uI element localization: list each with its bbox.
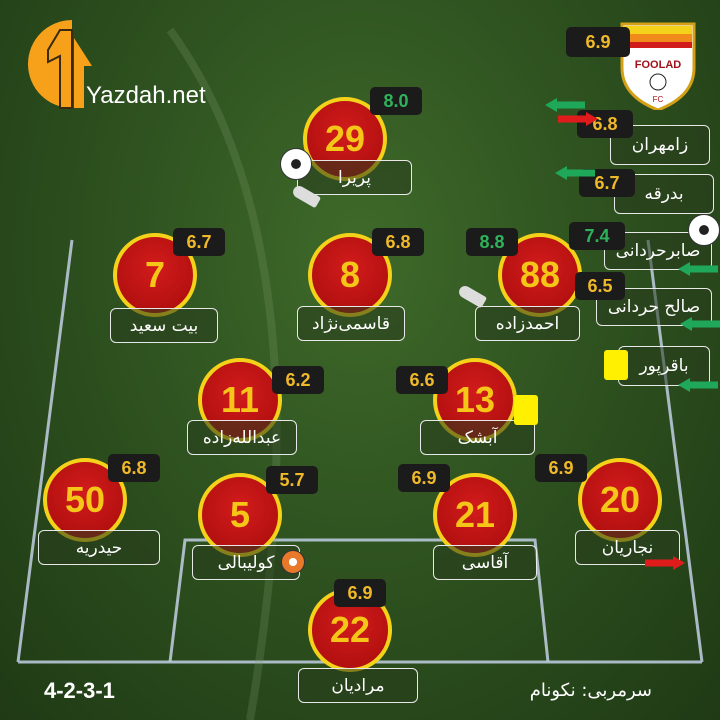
player-name: پریرا: [297, 160, 412, 195]
player-rating: 8.0: [370, 87, 422, 115]
player-rating: 6.7: [173, 228, 225, 256]
foolad-crest-icon: FOOLAD FC: [620, 22, 696, 112]
sub-rating: 6.8: [577, 110, 633, 138]
formation: 4-2-3-1: [44, 678, 115, 703]
sub-rating: 7.4: [569, 222, 625, 250]
player-rating: 6.9: [398, 464, 450, 492]
sub-on-arrow-icon: [555, 166, 595, 180]
sub-off-arrow-icon: [645, 556, 685, 570]
sub-name: باقرپور: [618, 346, 710, 386]
player-name: کولیبالی: [192, 545, 300, 580]
yazdah-logo: [12, 16, 92, 120]
player-number: 21: [433, 473, 517, 557]
player-name: احمدزاده: [475, 306, 580, 341]
player-name: آقاسی: [433, 545, 537, 580]
goal-ball-icon: [688, 214, 720, 246]
yellow-card-icon: [514, 395, 538, 425]
sub-on-arrow-icon: [678, 262, 718, 276]
player-rating: 6.6: [396, 366, 448, 394]
foolad-badge: FOOLAD FC: [620, 18, 696, 112]
sub-on-arrow-icon: [678, 378, 718, 392]
goal-ball-icon: [280, 148, 312, 180]
team-rating: 6.9: [566, 27, 630, 57]
player-name: قاسمی‌نژاد: [297, 306, 405, 341]
player-name: نجاریان: [575, 530, 680, 565]
yazdah-logo-icon: [28, 20, 92, 109]
sub-off-arrow-icon: [558, 112, 598, 126]
player-rating: 6.9: [535, 454, 587, 482]
player-rating: 5.7: [266, 466, 318, 494]
svg-text:FC: FC: [653, 95, 664, 104]
sub-name: زامهران: [610, 125, 710, 165]
player-rating: 6.8: [108, 454, 160, 482]
player-number: 20: [578, 458, 662, 542]
player-name: مرادیان: [298, 668, 418, 703]
sub-name: صالح حردانی: [596, 288, 712, 326]
player-rating: 8.8: [466, 228, 518, 256]
player-rating: 6.2: [272, 366, 324, 394]
player-number: 8: [308, 233, 392, 317]
logo-text: Yazdah.net: [86, 82, 206, 109]
player-name: عبدالله‌زاده: [187, 420, 297, 455]
player-rating: 6.9: [334, 579, 386, 607]
coach-label: سرمربی: نکونام: [529, 680, 652, 701]
player-name: بیت سعید: [110, 308, 218, 343]
player-name: حیدریه: [38, 530, 160, 565]
player-name: آبشک: [420, 420, 535, 455]
sub-rating: 6.5: [575, 272, 625, 300]
sub-on-arrow-icon: [680, 317, 720, 331]
sub-on-arrow-icon: [545, 98, 585, 112]
svg-text:FOOLAD: FOOLAD: [635, 59, 681, 71]
own-goal-ball-icon: [281, 550, 305, 574]
player-rating: 6.8: [372, 228, 424, 256]
yellow-card-icon: [604, 350, 628, 380]
